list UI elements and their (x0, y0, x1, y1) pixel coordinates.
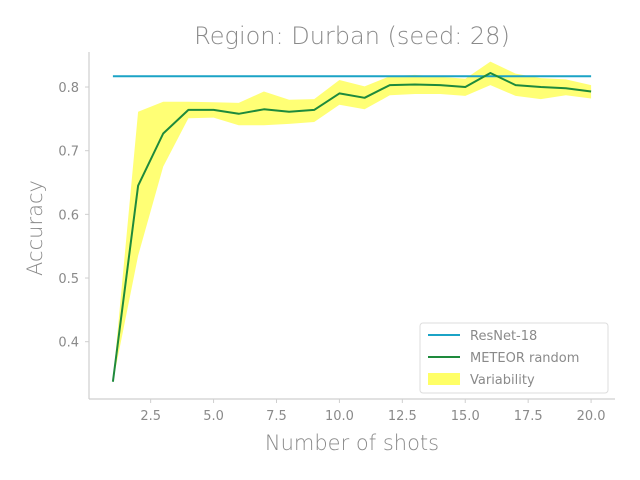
x-tick-label: 10.0 (325, 409, 354, 424)
x-tick-label: 20.0 (577, 409, 606, 424)
variability-band-layer (112, 61, 592, 382)
y-tick-label: 0.5 (58, 272, 79, 287)
x-tick-label: 2.5 (140, 409, 161, 424)
legend-swatch-variability (428, 373, 460, 385)
y-axis-label: Accuracy (23, 180, 47, 276)
y-tick-label: 0.4 (58, 336, 79, 351)
series-line-layer (111, 72, 592, 382)
legend-frame (419, 322, 609, 394)
x-tick-label: 12.5 (388, 409, 417, 424)
legend-label-resnet-18: ResNet-18 (470, 329, 537, 344)
y-tick-label: 0.6 (58, 208, 79, 223)
chart-title: Region: Durban (seed: 28) (194, 22, 510, 50)
legend: ResNet-18 METEOR random Variability (419, 322, 609, 394)
x-ticks: 2.5 5.0 7.5 10.0 12.5 15.0 17.5 20.0 (140, 399, 606, 424)
x-tick-label: 7.5 (266, 409, 287, 424)
legend-label-meteor-random: METEOR random (470, 351, 579, 366)
y-tick-label: 0.8 (58, 81, 79, 96)
y-tick-label: 0.7 (58, 145, 79, 160)
x-tick-label: 15.0 (451, 409, 480, 424)
legend-label-variability: Variability (470, 373, 535, 388)
x-tick-label: 5.0 (203, 409, 224, 424)
variability-band (112, 61, 592, 382)
meteor-random-line (111, 72, 592, 382)
y-ticks: 0.4 0.5 0.6 0.7 0.8 (58, 81, 89, 351)
x-tick-label: 17.5 (514, 409, 543, 424)
x-axis-label: Number of shots (265, 431, 439, 455)
